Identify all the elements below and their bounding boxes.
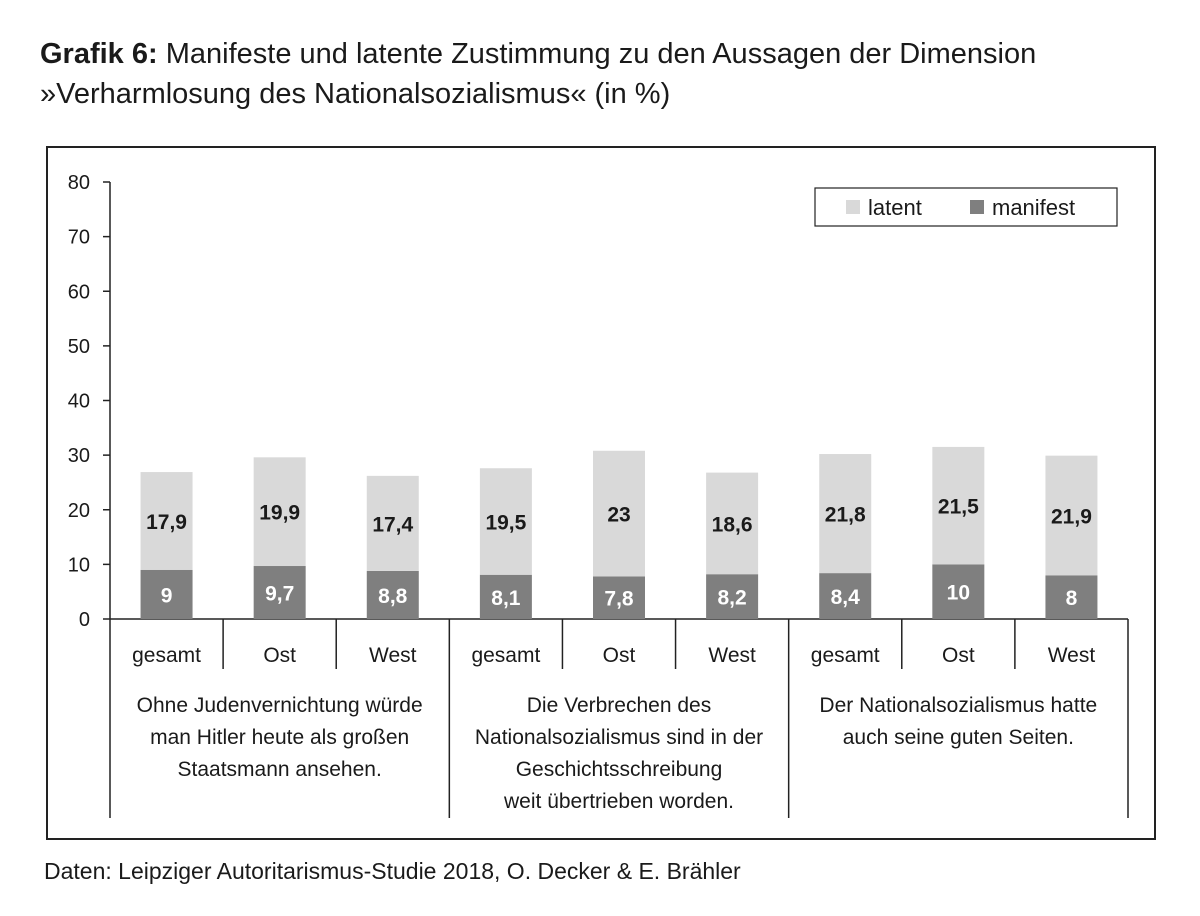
y-tick-label: 70 (68, 227, 90, 249)
bar-latent (140, 472, 193, 570)
data-label-manifest: 8 (1066, 587, 1078, 610)
x-category-label: West (708, 644, 756, 667)
y-tick-label: 30 (68, 445, 90, 467)
data-label-manifest: 8,2 (718, 587, 747, 610)
x-category-label: gesamt (471, 644, 540, 667)
data-label-manifest: 8,1 (491, 587, 521, 610)
y-tick-label: 60 (68, 281, 90, 303)
data-label-manifest: 9 (161, 584, 173, 607)
bar-manifest (366, 570, 419, 619)
bar-latent (1045, 455, 1098, 576)
data-label-latent: 19,9 (259, 502, 300, 525)
legend-swatch-latent (846, 200, 860, 214)
bar-latent (479, 468, 532, 575)
group-label-line: Nationalsozialismus sind in der (475, 726, 763, 749)
x-category-label: West (1048, 644, 1096, 667)
y-tick-label: 40 (68, 391, 90, 413)
y-tick-label: 10 (68, 554, 90, 576)
x-category-label: Ost (263, 644, 296, 667)
bar-manifest (932, 564, 985, 619)
data-label-latent: 21,8 (825, 504, 866, 527)
chart-title: Grafik 6: Manifeste und latente Zustimmu… (40, 34, 1160, 114)
bar-latent (932, 446, 985, 565)
data-label-latent: 17,4 (372, 513, 413, 536)
y-tick-label: 20 (68, 500, 90, 522)
x-category-label: Ost (603, 644, 636, 667)
title-prefix: Grafik 6: (40, 38, 158, 70)
group-label-line: auch seine guten Seiten. (843, 726, 1074, 749)
group-label-line: Staatsmann ansehen. (178, 758, 382, 781)
group-label-line: weit übertrieben worden. (503, 790, 734, 813)
group-label-line: man Hitler heute als großen (150, 726, 409, 749)
x-category-label: West (369, 644, 417, 667)
bar-latent (706, 472, 759, 575)
bar-latent (819, 454, 872, 574)
bar-latent (593, 450, 645, 577)
bar-latent (253, 457, 306, 567)
legend-label-latent: latent (868, 195, 922, 220)
y-tick-label: 0 (79, 609, 90, 631)
group-label-line: Geschichtsschreibung (516, 758, 723, 781)
y-tick-label: 80 (68, 172, 90, 194)
data-label-latent: 23 (607, 504, 630, 527)
source-note: Daten: Leipziger Autoritarismus-Studie 2… (44, 858, 741, 884)
data-label-latent: 18,6 (712, 513, 753, 536)
legend-label-manifest: manifest (992, 195, 1075, 220)
data-label-latent: 19,5 (485, 511, 526, 534)
data-label-latent: 17,9 (146, 511, 187, 534)
y-tick-label: 50 (68, 336, 90, 358)
group-label-line: Der Nationalsozialismus hatte (819, 694, 1097, 717)
data-label-latent: 21,5 (938, 496, 979, 519)
title-line-1: Grafik 6: Manifeste und latente Zustimmu… (40, 34, 1160, 74)
data-label-latent: 21,9 (1051, 505, 1092, 528)
data-label-manifest: 8,4 (831, 586, 861, 609)
x-category-label: gesamt (811, 644, 880, 667)
bar-manifest (706, 574, 759, 619)
bar-manifest (593, 576, 645, 619)
bar-manifest (479, 574, 532, 619)
data-label-manifest: 10 (947, 582, 970, 605)
bar-manifest (819, 573, 872, 619)
bar-manifest (1045, 575, 1098, 619)
data-label-manifest: 7,8 (604, 588, 634, 611)
bar-latent (366, 475, 419, 571)
title-text-1: Manifeste und latente Zustimmung zu den … (165, 38, 1037, 70)
bar-manifest (140, 569, 193, 619)
group-label-line: Die Verbrechen des (527, 694, 711, 717)
x-category-label: gesamt (132, 644, 201, 667)
x-category-label: Ost (942, 644, 975, 667)
data-label-manifest: 9,7 (265, 583, 294, 606)
legend-swatch-manifest (970, 200, 984, 214)
legend-box (814, 187, 1118, 227)
chart-frame (46, 146, 1156, 840)
bar-manifest (253, 566, 306, 619)
title-line-2: »Verharmlosung des Nationalsozialismus« … (40, 78, 671, 110)
data-label-manifest: 8,8 (378, 585, 408, 608)
group-label-line: Ohne Judenvernichtung würde (137, 694, 423, 717)
